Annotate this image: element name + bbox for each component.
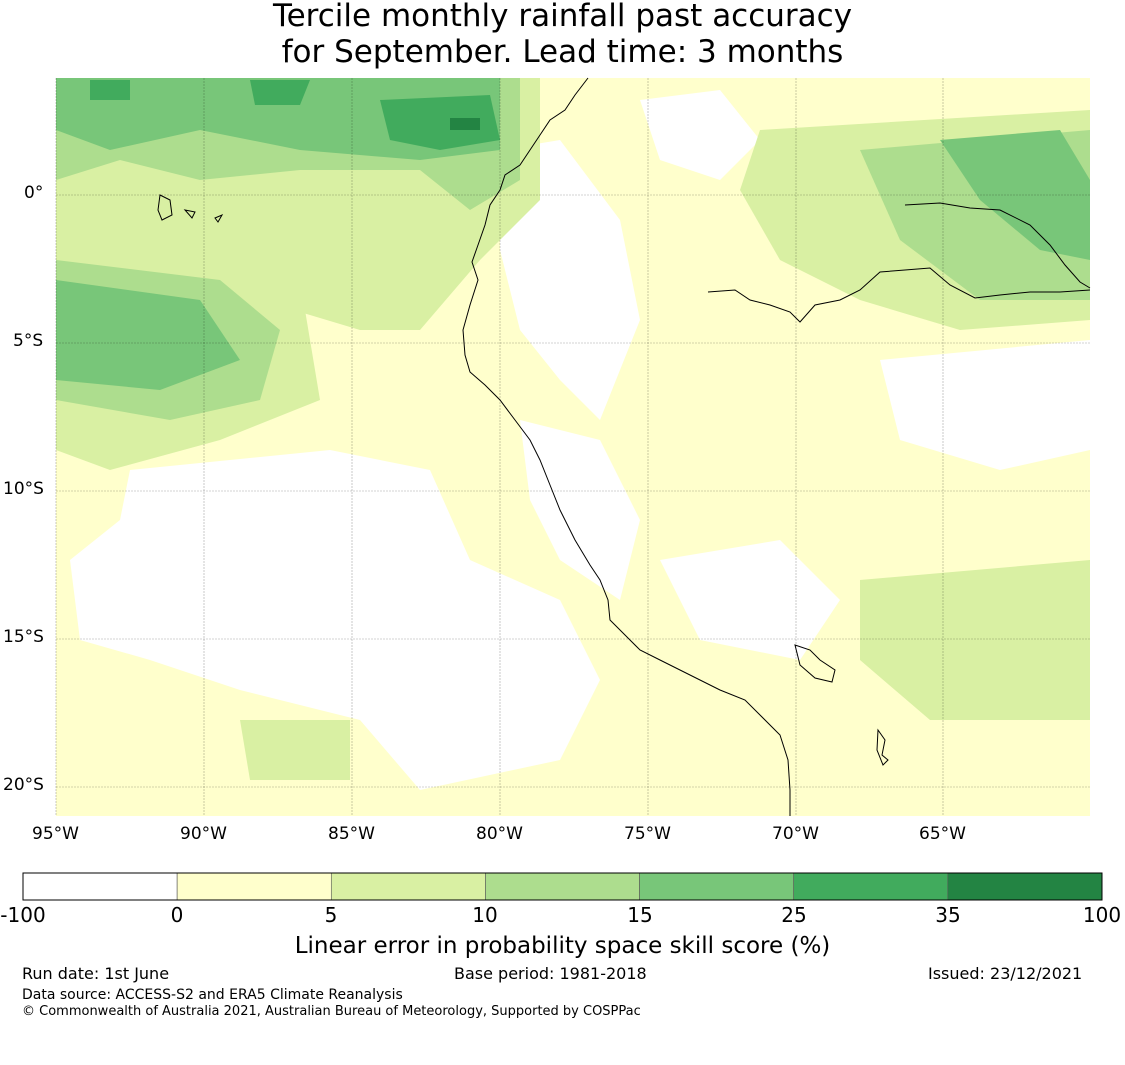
colorbar-tick-label: 10 xyxy=(472,903,498,927)
base-period: Base period: 1981-2018 xyxy=(454,964,647,983)
colorbar xyxy=(22,872,1103,901)
negative-skill-area-southwest xyxy=(70,450,600,790)
skill-25-35-north xyxy=(380,95,500,150)
lat-label-0: 0° xyxy=(24,183,44,203)
skill-15-25-east xyxy=(940,130,1090,260)
lon-label-80w: 80°W xyxy=(476,824,523,844)
river-amazon-marañon xyxy=(707,267,1091,323)
lake-poopo xyxy=(876,728,889,766)
colorbar-tick-label: 25 xyxy=(781,903,807,927)
colorbar-segment xyxy=(176,872,332,901)
colorbar-segment xyxy=(947,872,1103,901)
colorbar-tick-label: 15 xyxy=(627,903,653,927)
river-putumayo xyxy=(904,202,1091,289)
south-america-coastline xyxy=(462,77,791,816)
data-source: Data source: ACCESS-S2 and ERA5 Climate … xyxy=(22,987,403,1003)
skill-25-35-north-2 xyxy=(250,80,310,105)
lat-label-20s: 20°S xyxy=(3,775,44,795)
negative-skill-area-north xyxy=(640,90,760,180)
colorbar-title: Linear error in probability space skill … xyxy=(294,933,831,959)
colorbar-tick-label: 100 xyxy=(1082,903,1122,927)
colorbar-frame xyxy=(22,872,1103,901)
map-title-line-2: for September. Lead time: 3 months xyxy=(281,34,844,70)
skill-score-field xyxy=(56,78,1090,816)
skill-15-25-west xyxy=(56,280,240,390)
negative-skill-area-interior xyxy=(660,540,840,660)
colorbar-segment xyxy=(639,872,795,901)
map-title-line-1: Tercile monthly rainfall past accuracy xyxy=(272,0,853,34)
lon-label-95w: 95°W xyxy=(32,824,79,844)
gridlines xyxy=(55,78,1090,816)
lat-label-10s: 10°S xyxy=(3,479,44,499)
lake-titicaca xyxy=(794,644,836,683)
galapagos-islands xyxy=(157,194,224,223)
skill-35-100-north xyxy=(450,118,480,130)
colorbar-tick-label: -100 xyxy=(0,903,46,927)
colorbar-tick-label: 35 xyxy=(935,903,961,927)
copyright: © Commonwealth of Australia 2021, Austra… xyxy=(22,1004,641,1019)
skill-15-25-northwest xyxy=(56,78,500,160)
skill-5-10-southeast xyxy=(860,560,1090,720)
negative-skill-area-east xyxy=(880,340,1090,470)
colorbar-tick-label: 0 xyxy=(170,903,184,927)
negative-skill-area-coast xyxy=(500,140,640,420)
lat-label-15s: 15°S xyxy=(3,627,44,647)
lon-label-70w: 70°W xyxy=(772,824,819,844)
colorbar-tick-label: 5 xyxy=(324,903,338,927)
colorbar-segment xyxy=(22,872,178,901)
lon-label-90w: 90°W xyxy=(180,824,227,844)
negative-skill-area-coast-south xyxy=(520,420,640,600)
lon-label-85w: 85°W xyxy=(328,824,375,844)
run-date: Run date: 1st June xyxy=(22,964,170,983)
skill-5-10-southwest xyxy=(240,720,350,780)
colorbar-segment xyxy=(485,872,640,901)
issued-date: Issued: 23/12/2021 xyxy=(928,964,1083,983)
lon-label-65w: 65°W xyxy=(919,824,966,844)
colorbar-segment xyxy=(793,872,949,901)
coastlines xyxy=(157,77,1091,816)
colorbar-segment xyxy=(330,872,486,901)
skill-25-35-northwest xyxy=(90,80,130,100)
lat-label-5s: 5°S xyxy=(13,331,44,351)
lon-label-75w: 75°W xyxy=(624,824,671,844)
